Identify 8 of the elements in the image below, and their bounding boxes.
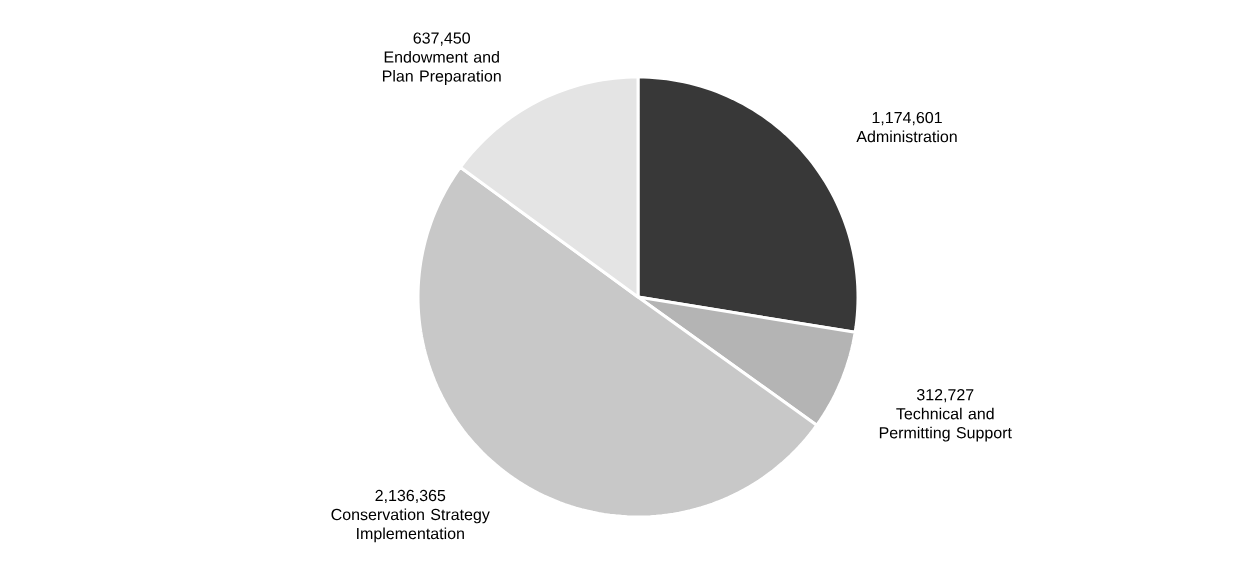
slice-label: Conservation Strategy Implementation	[331, 508, 490, 543]
data-label: 1,174,601	[872, 111, 942, 126]
data-label: 312,727	[916, 389, 974, 403]
data-label: 2,136,365	[375, 489, 446, 504]
slice-label: Administration	[856, 130, 957, 143]
slice-label: Technical and Permitting Support	[879, 407, 1012, 442]
slice-label: Endowment and Plan Preparation	[382, 51, 501, 85]
data-label: 637,450	[413, 32, 470, 46]
